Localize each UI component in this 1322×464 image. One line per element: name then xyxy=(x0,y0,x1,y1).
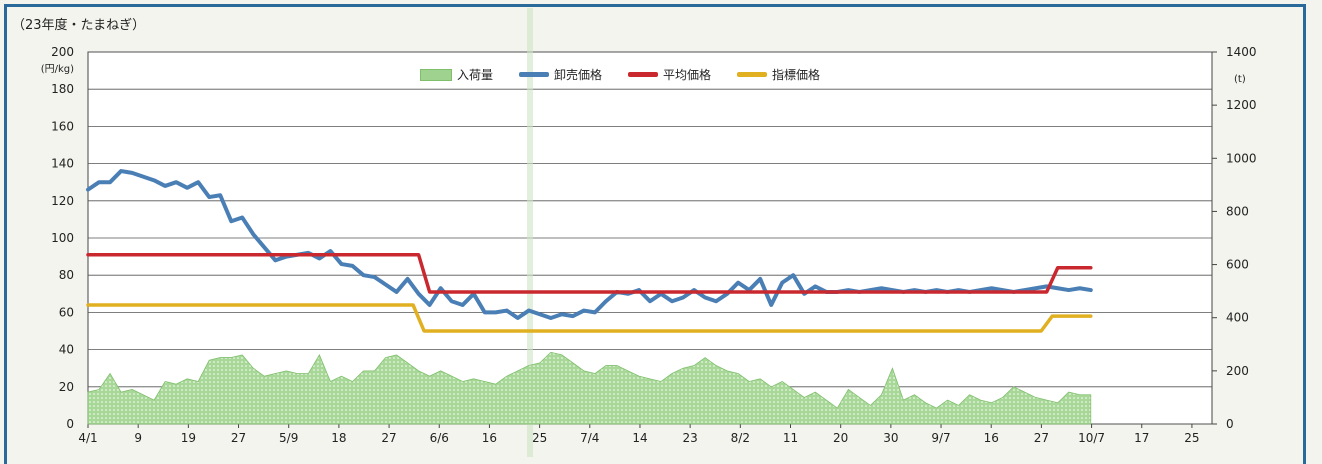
y-left-tick-label: 180 xyxy=(51,82,74,96)
chart-title: （23年度・たまねぎ） xyxy=(12,18,146,33)
frame-border xyxy=(4,4,1306,464)
y-right-tick-label: 1400 xyxy=(1226,45,1257,59)
legend-label-average: 平均価格 xyxy=(663,68,712,82)
legend-item-wholesale: 卸売価格 xyxy=(519,66,602,83)
x-tick-label: 27 xyxy=(231,431,246,445)
legend-item-index: 指標価格 xyxy=(737,66,820,83)
x-tick-label: 23 xyxy=(683,431,698,445)
legend: 入荷量 卸売価格 平均価格 指標価格 xyxy=(420,66,820,83)
x-tick-label: 7/4 xyxy=(580,431,599,445)
legend-label-wholesale: 卸売価格 xyxy=(554,68,603,82)
y-right-unit: (t) xyxy=(1234,74,1246,85)
x-tick-label: 4/1 xyxy=(78,431,97,445)
x-tick-label: 16 xyxy=(482,431,497,445)
legend-swatch-wholesale xyxy=(519,72,550,77)
legend-swatch-index xyxy=(737,72,768,77)
series-area-arrivals xyxy=(87,351,1092,425)
y-left-tick-label: 60 xyxy=(59,305,74,319)
x-tick-label: 10/7 xyxy=(1078,431,1105,445)
y-right-tick-label: 400 xyxy=(1226,311,1249,325)
x-tick-label: 27 xyxy=(381,431,396,445)
x-tick-label: 25 xyxy=(532,431,547,445)
y-right-tick-label: 800 xyxy=(1226,204,1249,218)
x-tick-label: 30 xyxy=(883,431,898,445)
x-tick-label: 11 xyxy=(783,431,798,445)
legend-item-average: 平均価格 xyxy=(628,66,711,83)
y-left-tick-label: 120 xyxy=(51,194,74,208)
x-tick-label: 17 xyxy=(1134,431,1149,445)
legend-item-arrivals: 入荷量 xyxy=(420,66,493,83)
legend-label-index: 指標価格 xyxy=(772,68,821,82)
y-left-unit: (円/kg) xyxy=(41,64,74,75)
x-tick-label: 6/6 xyxy=(430,431,449,445)
y-left-tick-label: 40 xyxy=(59,343,74,357)
legend-swatch-arrivals xyxy=(420,68,452,81)
x-tick-label: 19 xyxy=(181,431,196,445)
y-right-tick-label: 1200 xyxy=(1226,98,1257,112)
y-left-tick-label: 140 xyxy=(51,157,74,171)
y-left-tick-label: 80 xyxy=(59,268,74,282)
y-right-tick-label: 0 xyxy=(1226,417,1234,431)
x-tick-label: 18 xyxy=(331,431,346,445)
x-tick-label: 16 xyxy=(984,431,999,445)
y-left-tick-label: 160 xyxy=(51,119,74,133)
legend-label-arrivals: 入荷量 xyxy=(457,68,494,82)
y-left-tick-label: 200 xyxy=(51,45,74,59)
series-line-index xyxy=(86,303,1093,333)
x-tick-label: 27 xyxy=(1034,431,1049,445)
y-left-tick-label: 0 xyxy=(66,417,74,431)
series-line-average xyxy=(86,252,1093,294)
x-tick-label: 25 xyxy=(1184,431,1199,445)
y-right-tick-label: 200 xyxy=(1226,364,1249,378)
y-left-tick-label: 100 xyxy=(51,231,74,245)
x-tick-label: 8/2 xyxy=(731,431,750,445)
x-tick-label: 9/7 xyxy=(931,431,950,445)
y-left-tick-label: 20 xyxy=(59,380,74,394)
y-right-tick-label: 1000 xyxy=(1226,151,1257,165)
y-right-tick-label: 600 xyxy=(1226,258,1249,272)
x-tick-label: 9 xyxy=(134,431,142,445)
legend-swatch-average xyxy=(628,72,659,77)
x-tick-label: 5/9 xyxy=(279,431,298,445)
x-tick-label: 14 xyxy=(632,431,647,445)
x-tick-label: 20 xyxy=(833,431,848,445)
